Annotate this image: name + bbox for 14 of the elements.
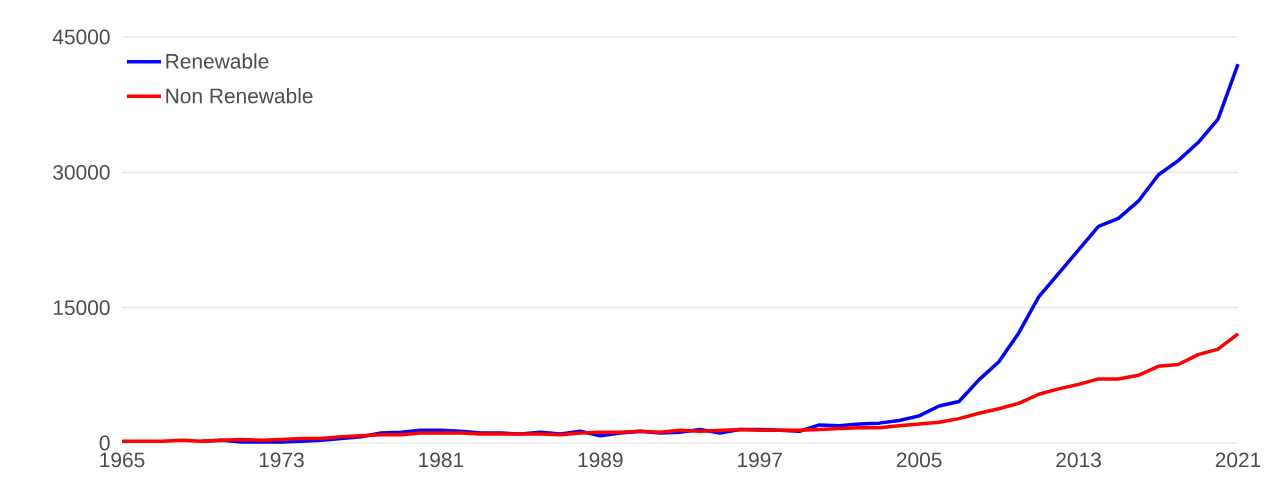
x-tick-label: 2013 [1056, 452, 1101, 468]
y-tick-label: 45000 [52, 29, 110, 45]
y-tick-label: 15000 [53, 300, 110, 316]
x-tick-label: 2021 [1215, 452, 1261, 468]
x-tick-label: 1997 [738, 452, 782, 468]
x-tick-label: 1965 [100, 452, 145, 468]
x-tick-label: 1973 [259, 452, 304, 468]
legend-label: Non Renewable [166, 88, 313, 104]
y-tick-label: 0 [99, 435, 110, 451]
legend-label: Renewable [166, 53, 269, 69]
x-tick-label: 1989 [578, 452, 623, 468]
x-tick-label: 1981 [419, 452, 464, 468]
y-tick-label: 30000 [53, 164, 110, 180]
x-tick-label: 2005 [896, 452, 942, 468]
